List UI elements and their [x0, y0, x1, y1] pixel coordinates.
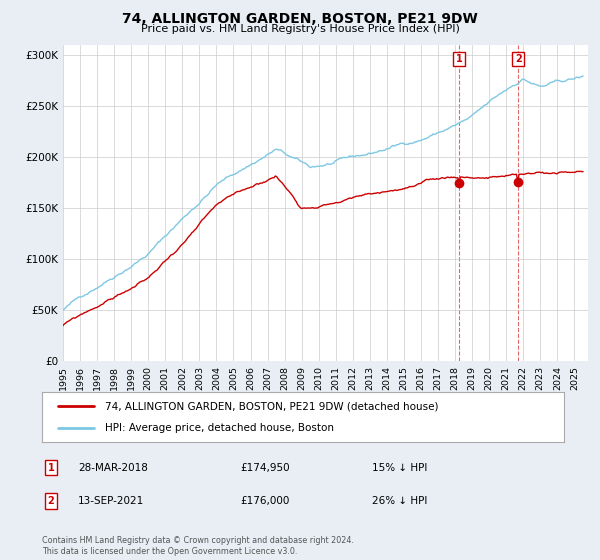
Text: 15% ↓ HPI: 15% ↓ HPI: [372, 463, 427, 473]
Text: 13-SEP-2021: 13-SEP-2021: [78, 496, 144, 506]
Text: 2: 2: [515, 54, 521, 64]
Text: 74, ALLINGTON GARDEN, BOSTON, PE21 9DW: 74, ALLINGTON GARDEN, BOSTON, PE21 9DW: [122, 12, 478, 26]
Text: HPI: Average price, detached house, Boston: HPI: Average price, detached house, Bost…: [104, 423, 334, 433]
Text: £176,000: £176,000: [240, 496, 289, 506]
Text: £174,950: £174,950: [240, 463, 290, 473]
Text: 1: 1: [455, 54, 463, 64]
Text: 26% ↓ HPI: 26% ↓ HPI: [372, 496, 427, 506]
Text: 28-MAR-2018: 28-MAR-2018: [78, 463, 148, 473]
Text: Contains HM Land Registry data © Crown copyright and database right 2024.
This d: Contains HM Land Registry data © Crown c…: [42, 536, 354, 556]
Text: Price paid vs. HM Land Registry's House Price Index (HPI): Price paid vs. HM Land Registry's House …: [140, 24, 460, 34]
Text: 74, ALLINGTON GARDEN, BOSTON, PE21 9DW (detached house): 74, ALLINGTON GARDEN, BOSTON, PE21 9DW (…: [104, 401, 438, 411]
Text: 2: 2: [47, 496, 55, 506]
Text: 1: 1: [47, 463, 55, 473]
